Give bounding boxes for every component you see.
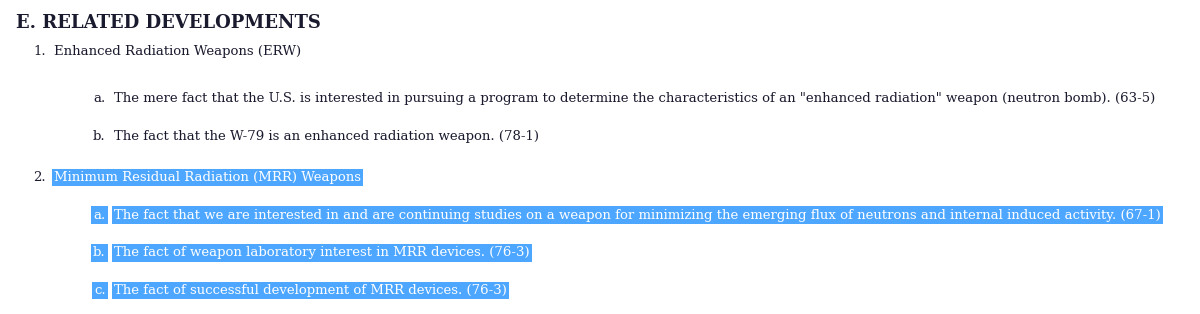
Text: Enhanced Radiation Weapons (ERW): Enhanced Radiation Weapons (ERW) bbox=[54, 45, 301, 58]
Text: c.: c. bbox=[94, 284, 106, 297]
Text: b.: b. bbox=[92, 130, 106, 143]
Text: a.: a. bbox=[94, 208, 106, 222]
Text: The mere fact that the U.S. is interested in pursuing a program to determine the: The mere fact that the U.S. is intereste… bbox=[114, 92, 1156, 106]
Text: Minimum Residual Radiation (MRR) Weapons: Minimum Residual Radiation (MRR) Weapons bbox=[54, 171, 361, 184]
Text: b.: b. bbox=[92, 246, 106, 259]
Text: The fact that we are interested in and are continuing studies on a weapon for mi: The fact that we are interested in and a… bbox=[114, 208, 1160, 222]
Text: E. RELATED DEVELOPMENTS: E. RELATED DEVELOPMENTS bbox=[16, 14, 320, 32]
Text: The fact that the W-79 is an enhanced radiation weapon. (78-1): The fact that the W-79 is an enhanced ra… bbox=[114, 130, 539, 143]
Text: The fact of weapon laboratory interest in MRR devices. (76-3): The fact of weapon laboratory interest i… bbox=[114, 246, 529, 259]
Text: 2.: 2. bbox=[32, 171, 46, 184]
Text: 1.: 1. bbox=[32, 45, 46, 58]
Text: The fact of successful development of MRR devices. (76-3): The fact of successful development of MR… bbox=[114, 284, 506, 297]
Text: a.: a. bbox=[94, 92, 106, 106]
